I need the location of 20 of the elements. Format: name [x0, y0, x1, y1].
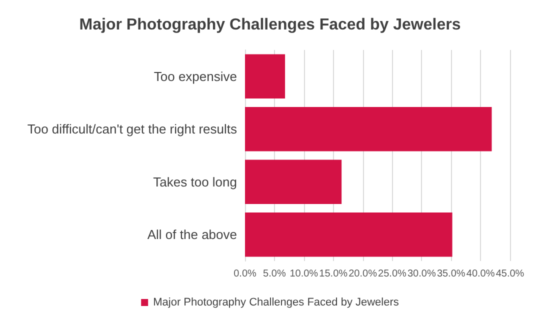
bar: [245, 54, 286, 99]
bar: [245, 212, 452, 257]
x-tick-label: 20.0%: [348, 268, 378, 280]
x-tick-label: 45.0%: [496, 268, 524, 280]
legend-label: Major Photography Challenges Faced by Jewelers: [153, 296, 400, 308]
x-tick-label: 5.0%: [263, 268, 286, 280]
bar: [245, 106, 492, 152]
x-tick-label: 30.0%: [407, 268, 436, 280]
y-tick-label: Too expensive: [154, 68, 237, 84]
x-tick-label: 10.0%: [290, 268, 318, 280]
x-tick-label: 0.0%: [234, 268, 257, 280]
x-tick-label: 35.0%: [436, 268, 466, 280]
y-tick-label: Takes too long: [153, 174, 237, 190]
y-tick-label: Too difficult/can't get the right results: [27, 122, 238, 137]
bar: [245, 160, 342, 204]
y-tick-label: All of the above: [147, 227, 237, 242]
x-tick-label: 40.0%: [466, 268, 495, 280]
chart-title: Major Photography Challenges Faced by Jewelers: [79, 16, 461, 34]
x-tick-label: 25.0%: [378, 268, 407, 280]
x-tick-label: 15.0%: [319, 268, 348, 280]
